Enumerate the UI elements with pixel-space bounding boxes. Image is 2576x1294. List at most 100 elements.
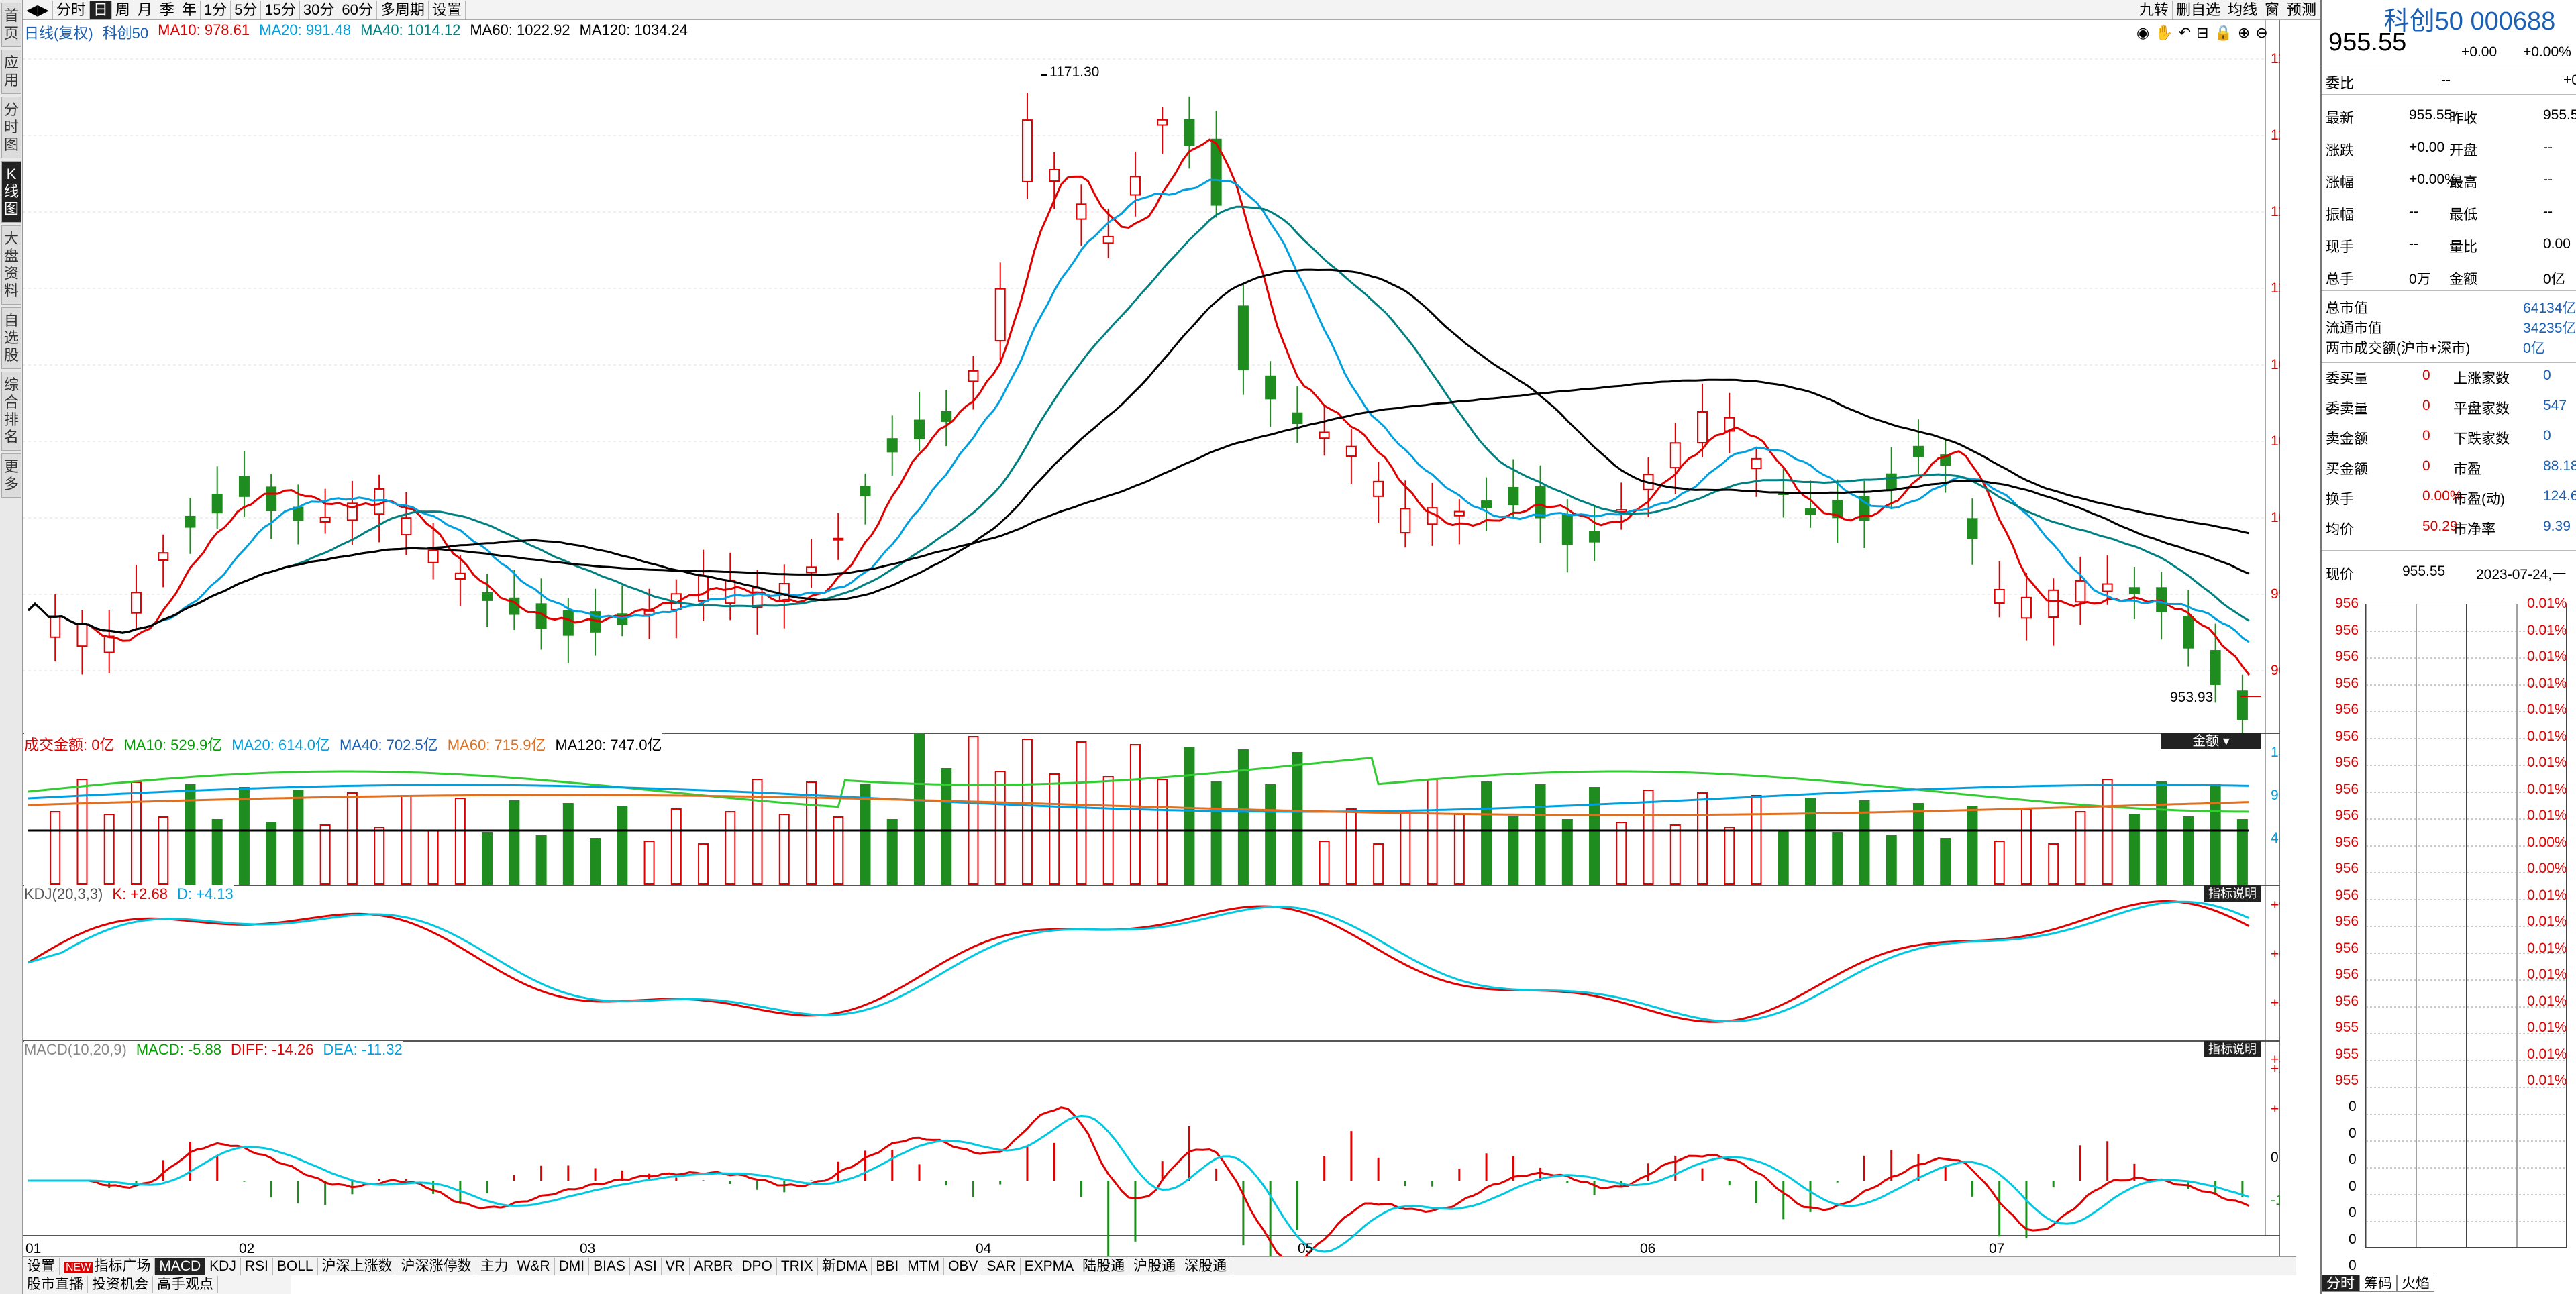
candle-body: [725, 580, 736, 604]
period-tab-2[interactable]: 周: [112, 0, 134, 19]
period-tab-0[interactable]: 分时: [53, 0, 90, 19]
indicator-tab-21[interactable]: SAR: [982, 1257, 1021, 1275]
tick-price: 956: [2335, 967, 2359, 982]
kline-svg[interactable]: 1183 1157 1130 1103 1076 1049 1023 995.6 968.9 13…: [23, 20, 2280, 1257]
nav-item-7[interactable]: 更多: [1, 453, 21, 498]
volume-bar: [2020, 808, 2032, 885]
tick-zero: 0: [2349, 1125, 2357, 1141]
toolbar-right-4[interactable]: 预测: [2283, 0, 2320, 19]
volume-bar: [643, 841, 655, 885]
indicator-tab-18[interactable]: BBI: [872, 1257, 904, 1275]
period-tab-12[interactable]: 设置: [429, 0, 466, 19]
indicator-tab-20[interactable]: OBV: [944, 1257, 983, 1275]
indicator-tab-13[interactable]: VR: [662, 1257, 690, 1275]
toolbar-right-1[interactable]: 删自选: [2173, 0, 2224, 19]
period-tab-8[interactable]: 15分: [261, 0, 300, 19]
lock-icon[interactable]: 🔒: [2214, 24, 2232, 41]
undo-icon[interactable]: ↶: [2178, 24, 2192, 41]
period-tab-11[interactable]: 多周期: [377, 0, 429, 19]
indicator-tab-24[interactable]: 沪股通: [1129, 1257, 1181, 1275]
indicator-tab-label: OBV: [948, 1258, 978, 1274]
indicator-tab-10[interactable]: DMI: [555, 1257, 590, 1275]
period-tab-6[interactable]: 1分: [201, 0, 231, 19]
nav-item-2[interactable]: 分时图: [1, 97, 21, 158]
webi-label: 委比: [2326, 76, 2354, 91]
candle-body: [1669, 442, 1681, 469]
nav-item-3[interactable]: K线图: [1, 161, 21, 223]
nav-item-4[interactable]: 大盘资料: [1, 225, 21, 305]
nav-arrows[interactable]: ◀▶: [23, 0, 53, 19]
period-tab-10[interactable]: 60分: [338, 0, 377, 19]
breadth-label: 卖金额: [2326, 431, 2368, 447]
period-tab-1[interactable]: 日: [89, 0, 112, 19]
ma20-line: [27, 178, 2250, 643]
breadth-label2: 平盘家数: [2453, 401, 2510, 417]
kdj-indicator-button[interactable]: 指标说明: [2204, 885, 2261, 902]
indicator-tab-2[interactable]: MACD: [155, 1257, 206, 1275]
market-row: 两市成交额(沪市+深市) 0亿: [2322, 337, 2576, 356]
indicator-tab-23[interactable]: 陆股通: [1078, 1257, 1130, 1275]
macd-indicator-button[interactable]: 指标说明: [2204, 1041, 2261, 1057]
toolbar-right-0[interactable]: 九转: [2136, 0, 2173, 19]
candle-body: [50, 615, 61, 638]
tick-price: 956: [2335, 940, 2359, 956]
indicator-tab-15[interactable]: DPO: [737, 1257, 777, 1275]
indicator-tab-16[interactable]: TRIX: [777, 1257, 818, 1275]
indicator-tab-25[interactable]: 深股通: [1180, 1257, 1232, 1275]
link-tab-0[interactable]: 股市直播: [23, 1276, 88, 1293]
period-tab-7[interactable]: 5分: [231, 0, 262, 19]
zoom-in-icon[interactable]: ⊕: [2237, 24, 2251, 41]
volume-bar: [617, 806, 628, 885]
volume-bar: [2128, 814, 2140, 885]
candle-body: [1886, 473, 1897, 491]
eye-icon[interactable]: ◉: [2136, 24, 2150, 41]
indicator-tab-17[interactable]: 新DMA: [818, 1257, 872, 1275]
toolbar-right-2[interactable]: 均线: [2224, 0, 2261, 19]
nav-item-0[interactable]: 首页: [1, 3, 21, 47]
volume-bar: [103, 814, 115, 885]
nav-item-1[interactable]: 应用: [1, 50, 21, 94]
indicator-tab-5[interactable]: BOLL: [273, 1257, 318, 1275]
nav-item-6[interactable]: 综合排名: [1, 372, 21, 451]
tick-head-date: 2023-07-24,一: [2476, 567, 2567, 582]
indicator-tab-8[interactable]: 主力: [476, 1257, 513, 1275]
indicator-tab-3[interactable]: KDJ: [205, 1257, 241, 1275]
candle-body: [752, 587, 763, 608]
indicator-tab-7[interactable]: 沪深涨停数: [397, 1257, 476, 1275]
toolbar-right-3[interactable]: 窗: [2261, 0, 2283, 19]
volume-bar: [76, 779, 88, 885]
period-tab-3[interactable]: 月: [134, 0, 156, 19]
volume-bar: [590, 838, 601, 885]
candle-body: [185, 515, 196, 528]
quote-tab-0[interactable]: 分时: [2322, 1275, 2359, 1292]
indicator-tab-6[interactable]: 沪深上涨数: [318, 1257, 397, 1275]
period-tab-4[interactable]: 季: [156, 0, 178, 19]
volume-bar: [860, 784, 871, 885]
indicator-tab-22[interactable]: EXPMA: [1021, 1257, 1079, 1275]
indicator-tab-9[interactable]: W&R: [513, 1257, 555, 1275]
quote-tab-1[interactable]: 筹码: [2359, 1275, 2397, 1292]
quote-value: --: [2409, 236, 2418, 252]
period-tab-9[interactable]: 30分: [300, 0, 339, 19]
indicator-tab-12[interactable]: ASI: [630, 1257, 662, 1275]
quote-tab-2[interactable]: 火焰: [2397, 1275, 2434, 1292]
indicator-tab-11[interactable]: BIAS: [589, 1257, 630, 1275]
hand-icon[interactable]: ✋: [2155, 24, 2173, 41]
zoom-out-icon[interactable]: ⊖: [2255, 24, 2268, 41]
indicator-tab-4[interactable]: RSI: [241, 1257, 273, 1275]
indicator-tab-0[interactable]: 设置: [23, 1257, 60, 1275]
tick-pct: 0.01%: [2527, 702, 2567, 717]
nav-item-5[interactable]: 自选股: [1, 307, 21, 369]
amount-button[interactable]: 金额 ▾: [2161, 733, 2261, 749]
indicator-tab-1[interactable]: NEW 指标广场: [60, 1257, 156, 1275]
kline-chart-area[interactable]: 1183 1157 1130 1103 1076 1049 1023 995.6 968.9 13…: [23, 20, 2280, 1257]
bookmark-icon[interactable]: ⊟: [2196, 24, 2209, 41]
tick-zero: 0: [2349, 1099, 2357, 1114]
candle-body: [994, 288, 1006, 341]
indicator-tab-14[interactable]: ARBR: [690, 1257, 738, 1275]
period-tab-5[interactable]: 年: [178, 0, 201, 19]
indicator-tab-19[interactable]: MTM: [903, 1257, 945, 1275]
indicator-tab-label: MACD: [159, 1258, 201, 1274]
link-tab-2[interactable]: 高手观点: [153, 1276, 218, 1293]
link-tab-1[interactable]: 投资机会: [88, 1276, 153, 1293]
